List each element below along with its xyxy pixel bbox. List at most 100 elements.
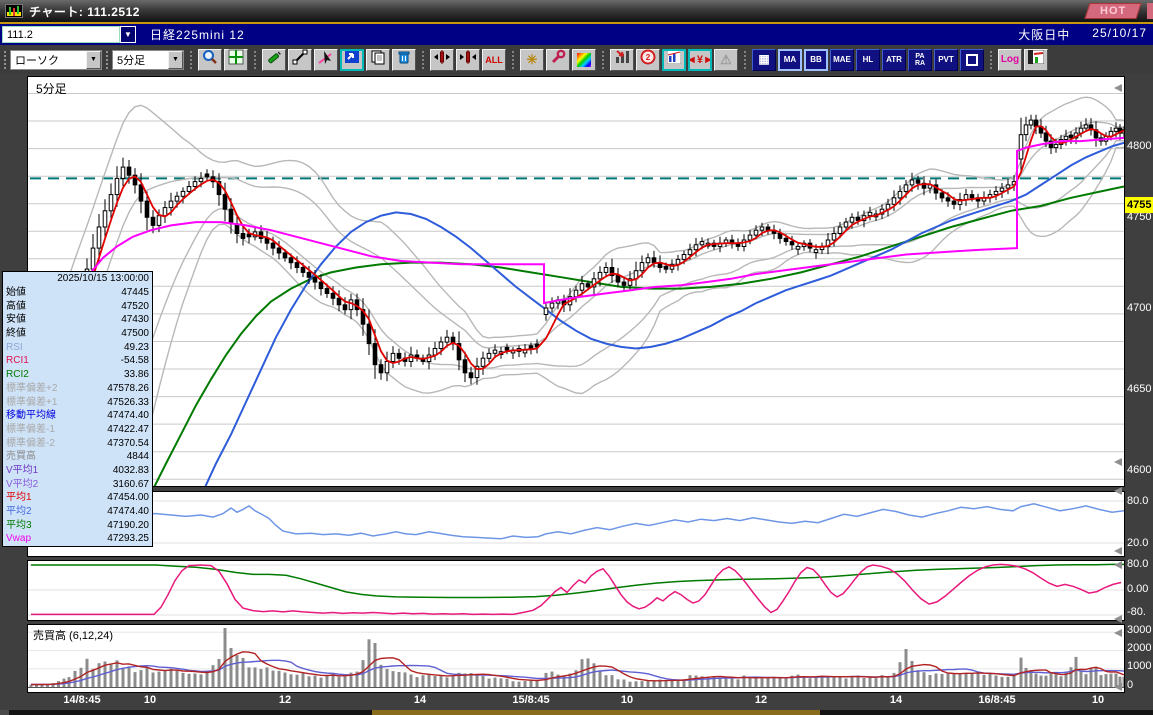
rainbow-icon: [577, 52, 591, 67]
select-cursor-button[interactable]: [314, 48, 338, 71]
copy-icon: [370, 49, 386, 70]
flip-chart-button[interactable]: [340, 48, 364, 71]
panel-arrow-icon[interactable]: [1114, 629, 1122, 637]
tooltip-row-label: 平均1: [6, 492, 32, 504]
tooltip-row: 売買高 4844: [3, 450, 152, 464]
draw-pencil-button[interactable]: [262, 48, 286, 71]
tooltip-row: RSI 49.23: [3, 341, 152, 355]
mae-button[interactable]: MAE: [830, 48, 854, 71]
tooltip-row-label: 平均2: [6, 506, 32, 517]
tooltip-row-value: 47520: [121, 300, 149, 312]
delete-all-button[interactable]: ALL: [482, 48, 506, 71]
tooltip-row-label: 標準偏差+2: [6, 382, 58, 394]
copy-button[interactable]: [366, 48, 390, 71]
web-settings-button[interactable]: ✳: [520, 48, 544, 71]
tooltip-row-label: 安値: [6, 314, 26, 326]
narrow-bars-button[interactable]: [456, 48, 480, 71]
toolbar-separator: [743, 49, 747, 70]
chart-board-button[interactable]: [662, 48, 686, 71]
colors-button[interactable]: [572, 48, 596, 71]
tooltip-row-value: 33.86: [123, 369, 149, 381]
bb-label: BB: [810, 55, 822, 64]
mini-chart-button[interactable]: [1024, 48, 1048, 71]
delete-button[interactable]: [392, 48, 416, 71]
panel-arrow-icon[interactable]: [1114, 561, 1122, 569]
frame-button[interactable]: [960, 48, 984, 71]
main-chart-plot[interactable]: [27, 76, 1125, 487]
panel-arrow-icon[interactable]: [1114, 84, 1122, 92]
tools-button[interactable]: [546, 48, 570, 71]
timeframe-value: 5分足: [117, 54, 146, 67]
yen-button[interactable]: ◄¥►: [686, 48, 714, 71]
board-chart-icon: [666, 49, 682, 69]
volume-title: 売買高 (6,12,24): [33, 630, 114, 642]
hot-button[interactable]: HOT: [1084, 3, 1142, 19]
title-bar[interactable]: チャート: 111.2512 HOT: [0, 0, 1153, 22]
toolbar-separator: [189, 49, 193, 70]
time-order-button[interactable]: 2: [636, 48, 660, 71]
tooltip-row: RCI2 33.86: [3, 368, 152, 382]
y-axis-label: 4700: [1127, 302, 1152, 314]
rsi-panel[interactable]: [27, 491, 1125, 557]
tooltip-row: 平均1 47454.00: [3, 491, 152, 505]
price-axis[interactable]: 4755 4800 4750 4700 4650 4600 80.0 20.0 80.0 0.0…: [1125, 74, 1153, 715]
y-axis-label: 80.0: [1127, 495, 1149, 507]
grid-button[interactable]: [224, 48, 248, 71]
quote-bar: 111.2 ▼ 日経225mini 12 大阪日中 25/10/17: [0, 24, 1153, 45]
export-chart-button[interactable]: [610, 48, 634, 71]
chart-scrollbar[interactable]: [0, 710, 1153, 715]
atr-button[interactable]: ATR: [882, 48, 906, 71]
tooltip-row-value: 47578.26: [107, 382, 149, 394]
pvt-button[interactable]: PVT: [934, 48, 958, 71]
para-button[interactable]: PA RA: [908, 48, 932, 71]
tooltip-row: 始値 47445: [3, 286, 152, 300]
toolbar-handle[interactable]: [3, 49, 7, 70]
x-axis-label: 10: [143, 694, 157, 706]
panel-arrow-icon[interactable]: [1114, 683, 1122, 691]
tooltip-row: V平均1 4032.83: [3, 464, 152, 478]
ma-button[interactable]: MA: [778, 48, 802, 71]
trendline-button[interactable]: [288, 48, 312, 71]
y-axis-label: 0: [1127, 679, 1134, 691]
chart-type-value: ローソク: [15, 54, 59, 67]
tooltip-row-label: V平均1: [6, 464, 39, 476]
bb-button[interactable]: BB: [804, 48, 828, 71]
tooltip-row: 平均3 47190.20: [3, 519, 152, 533]
volume-panel[interactable]: [27, 624, 1125, 693]
x-axis-label: 10: [1091, 694, 1105, 706]
search-icon: [202, 49, 218, 70]
tooltip-row: 標準偏差-1 47422.47: [3, 423, 152, 437]
panel-arrow-icon[interactable]: [1114, 615, 1122, 623]
widen-bars-button[interactable]: [430, 48, 454, 71]
all-label: ALL: [485, 54, 503, 65]
scrollbar-thumb[interactable]: [372, 710, 820, 715]
chevron-down-icon[interactable]: ▼: [168, 50, 183, 69]
chart-type-select[interactable]: ローソク ▼: [10, 49, 102, 70]
scrollbar-button[interactable]: [0, 710, 9, 715]
tooltip-row-value: 47293.25: [107, 533, 149, 545]
timeframe-select[interactable]: 5分足 ▼: [112, 49, 184, 70]
toolbar-separator: [253, 49, 257, 70]
zoom-button[interactable]: [198, 48, 222, 71]
hl-label: HL: [862, 55, 874, 64]
tooltip-row: 移動平均線 47474.40: [3, 409, 152, 423]
chevron-down-icon[interactable]: ▼: [86, 50, 101, 69]
time-axis[interactable]: 14/8:45 10 12 14 15/8:45 10 12 14 16/8:45 10: [0, 694, 1153, 709]
symbol-select[interactable]: 111.2: [2, 26, 120, 43]
y-axis-label: 3000: [1127, 624, 1152, 636]
grid-icon: [228, 49, 244, 70]
alert-button[interactable]: ⚠: [714, 48, 738, 71]
matrix-icon: ▦: [758, 52, 770, 66]
panel-arrow-icon[interactable]: [1114, 458, 1122, 466]
panel-arrow-icon[interactable]: [1114, 547, 1122, 555]
hl-button[interactable]: HL: [856, 48, 880, 71]
rci-panel[interactable]: [27, 560, 1125, 621]
mae-label: MAE: [833, 55, 851, 64]
log-scale-button[interactable]: Log: [998, 48, 1022, 71]
tooltip-row-label: V平均2: [6, 478, 39, 490]
wrench-icon: [550, 49, 566, 70]
panel-arrow-icon[interactable]: [1114, 487, 1122, 495]
symbol-select-arrow-icon[interactable]: ▼: [120, 26, 136, 43]
multi-timeframe-button[interactable]: ▦: [752, 48, 776, 71]
toolbar-handle[interactable]: [105, 49, 109, 70]
